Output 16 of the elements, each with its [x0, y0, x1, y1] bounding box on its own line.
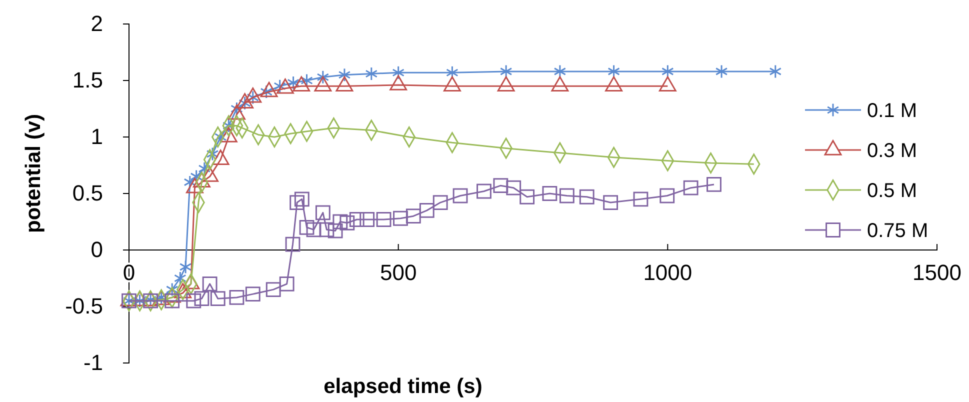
legend-label: 0.3 M — [867, 140, 918, 162]
legend-label: 0.1 M — [867, 100, 918, 122]
x-tick-label: 500 — [380, 260, 417, 285]
legend-label: 0.5 M — [867, 180, 918, 202]
x-tick-label: 1500 — [912, 260, 962, 285]
legend-label: 0.75 M — [867, 220, 928, 242]
y-tick-label: 0 — [90, 237, 103, 262]
y-tick-label: 1 — [90, 124, 103, 150]
x-tick-label: 1000 — [643, 260, 692, 285]
y-tick-label: -0.5 — [65, 294, 103, 319]
x-axis-title: elapsed time (s) — [324, 375, 482, 398]
y-tick-label: 2 — [90, 11, 103, 36]
y-axis-title: potential (v) — [22, 114, 45, 233]
y-tick-label: 0.5 — [72, 180, 103, 206]
y-tick-label: 1.5 — [72, 68, 103, 93]
y-tick-label: -1 — [83, 350, 103, 376]
